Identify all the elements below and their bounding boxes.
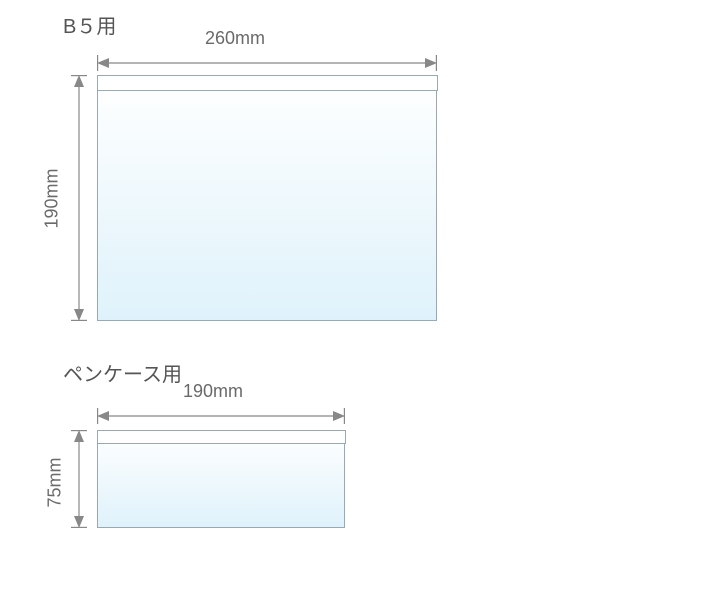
height-arrow-pencase	[68, 430, 90, 528]
height-arrow-b5	[68, 75, 90, 321]
pouch-flap-b5	[97, 75, 438, 91]
height-label-pencase: 75mm	[45, 457, 66, 507]
title-b5: B５用	[63, 10, 116, 39]
height-label-b5: 190mm	[42, 168, 63, 228]
title-pencase: ペンケース用	[63, 358, 182, 387]
width-label-pencase: 190mm	[183, 381, 243, 402]
pouch-b5	[97, 75, 437, 321]
pouch-pencase	[97, 430, 345, 528]
width-label-b5: 260mm	[205, 28, 265, 49]
width-arrow-b5	[97, 52, 437, 74]
pouch-flap-pencase	[97, 430, 346, 444]
width-arrow-pencase	[97, 405, 345, 427]
